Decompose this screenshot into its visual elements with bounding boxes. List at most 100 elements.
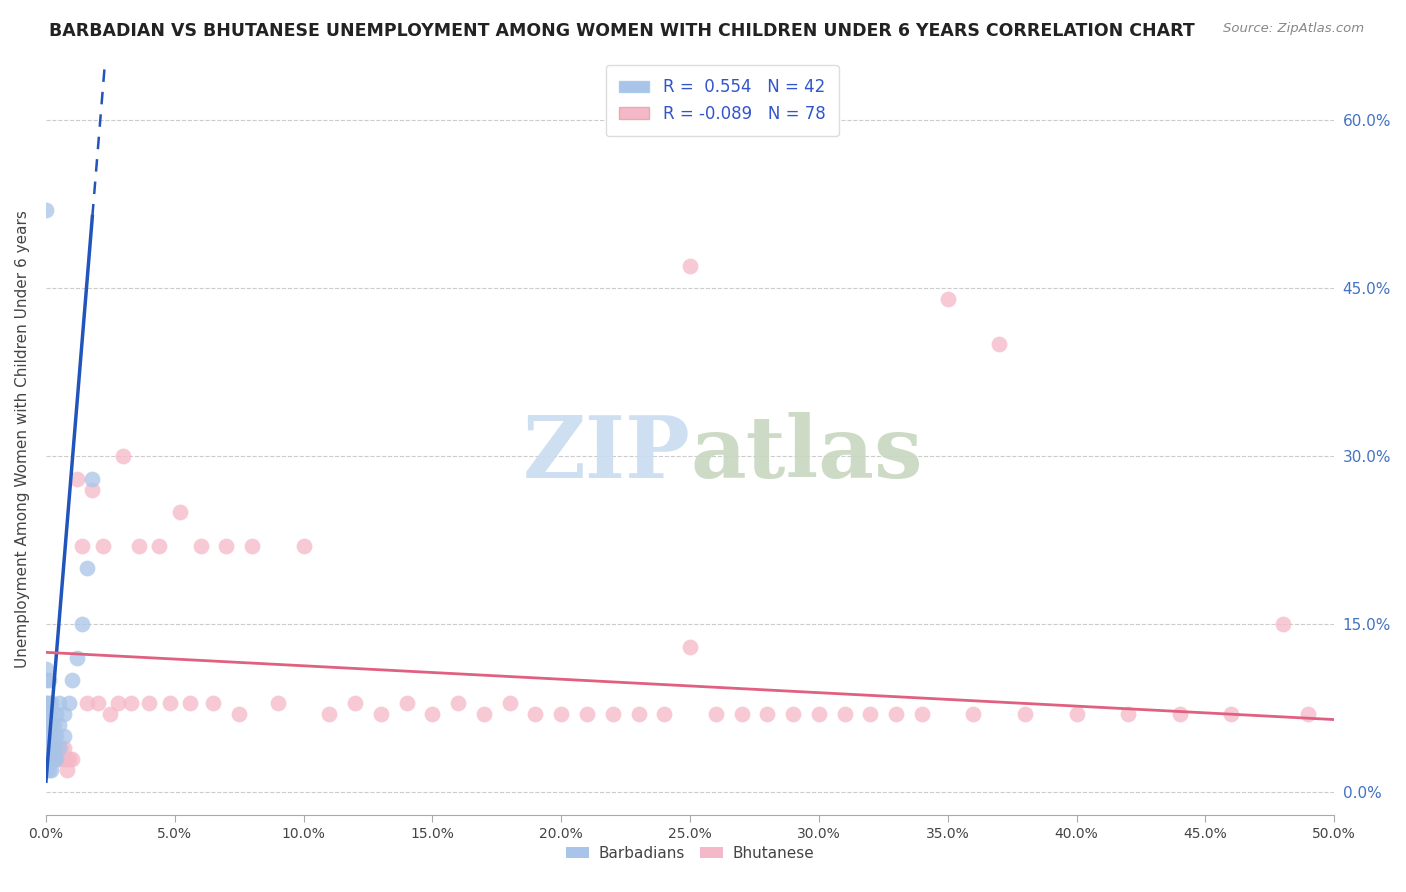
Point: [48, 752, 70, 766]
Point: [70, 617, 93, 632]
Point: [190, 539, 212, 553]
Point: [148, 539, 170, 553]
Point: [76, 696, 98, 710]
Point: [35, 706, 58, 721]
Point: [53, 706, 76, 721]
Point: [159, 696, 181, 710]
Point: [42, 718, 65, 732]
Point: [35, 752, 58, 766]
Point: [60, 673, 83, 688]
Text: atlas: atlas: [690, 412, 922, 497]
Point: [859, 706, 882, 721]
Point: [38, 706, 60, 721]
Point: [39, 740, 62, 755]
Point: [42, 730, 65, 744]
Point: [730, 706, 752, 721]
Point: [82, 483, 104, 497]
Point: [107, 696, 129, 710]
Point: [120, 696, 142, 710]
Point: [38, 706, 60, 721]
Point: [35, 662, 58, 676]
Point: [39, 718, 62, 732]
Point: [704, 706, 727, 721]
Point: [1298, 706, 1320, 721]
Point: [499, 696, 522, 710]
Point: [602, 706, 624, 721]
Point: [215, 539, 238, 553]
Point: [70, 539, 93, 553]
Point: [38, 673, 60, 688]
Point: [45, 730, 67, 744]
Point: [45, 752, 67, 766]
Point: [35, 696, 58, 710]
Point: [55, 752, 77, 766]
Point: [39, 718, 62, 732]
Point: [86, 696, 108, 710]
Point: [38, 740, 60, 755]
Point: [679, 259, 702, 273]
Point: [128, 539, 150, 553]
Text: BARBADIAN VS BHUTANESE UNEMPLOYMENT AMONG WOMEN WITH CHILDREN UNDER 6 YEARS CORR: BARBADIAN VS BHUTANESE UNEMPLOYMENT AMON…: [49, 22, 1195, 40]
Y-axis label: Unemployment Among Women with Children Under 6 years: Unemployment Among Women with Children U…: [15, 211, 30, 668]
Point: [35, 730, 58, 744]
Point: [45, 752, 67, 766]
Point: [834, 706, 856, 721]
Point: [38, 718, 60, 732]
Point: [652, 706, 675, 721]
Point: [1168, 706, 1191, 721]
Point: [988, 337, 1011, 351]
Point: [100, 706, 122, 721]
Legend: R =  0.554   N = 42, R = -0.089   N = 78: R = 0.554 N = 42, R = -0.089 N = 78: [606, 65, 838, 136]
Point: [60, 752, 83, 766]
Point: [66, 651, 89, 665]
Point: [42, 730, 65, 744]
Point: [447, 696, 470, 710]
Point: [1271, 617, 1294, 632]
Point: [267, 696, 290, 710]
Point: [82, 472, 104, 486]
Point: [48, 740, 70, 755]
Point: [58, 752, 80, 766]
Point: [38, 730, 60, 744]
Point: [45, 740, 67, 755]
Point: [38, 740, 60, 755]
Point: [884, 706, 907, 721]
Point: [936, 293, 959, 307]
Point: [911, 706, 934, 721]
Point: [112, 449, 135, 463]
Point: [51, 740, 73, 755]
Point: [38, 752, 60, 766]
Point: [53, 752, 76, 766]
Text: Source: ZipAtlas.com: Source: ZipAtlas.com: [1223, 22, 1364, 36]
Point: [35, 763, 58, 777]
Point: [48, 718, 70, 732]
Point: [807, 706, 830, 721]
Point: [228, 706, 250, 721]
Point: [39, 730, 62, 744]
Point: [169, 505, 191, 519]
Point: [39, 763, 62, 777]
Point: [42, 752, 65, 766]
Point: [39, 740, 62, 755]
Point: [35, 740, 58, 755]
Point: [35, 202, 58, 217]
Point: [48, 696, 70, 710]
Point: [35, 718, 58, 732]
Point: [472, 706, 495, 721]
Point: [42, 740, 65, 755]
Point: [35, 673, 58, 688]
Point: [35, 696, 58, 710]
Point: [45, 706, 67, 721]
Point: [58, 696, 80, 710]
Point: [38, 696, 60, 710]
Point: [422, 706, 444, 721]
Point: [370, 706, 392, 721]
Point: [1116, 706, 1139, 721]
Point: [91, 539, 114, 553]
Point: [53, 740, 76, 755]
Point: [344, 696, 367, 710]
Point: [1066, 706, 1088, 721]
Point: [51, 752, 73, 766]
Point: [42, 752, 65, 766]
Point: [39, 696, 62, 710]
